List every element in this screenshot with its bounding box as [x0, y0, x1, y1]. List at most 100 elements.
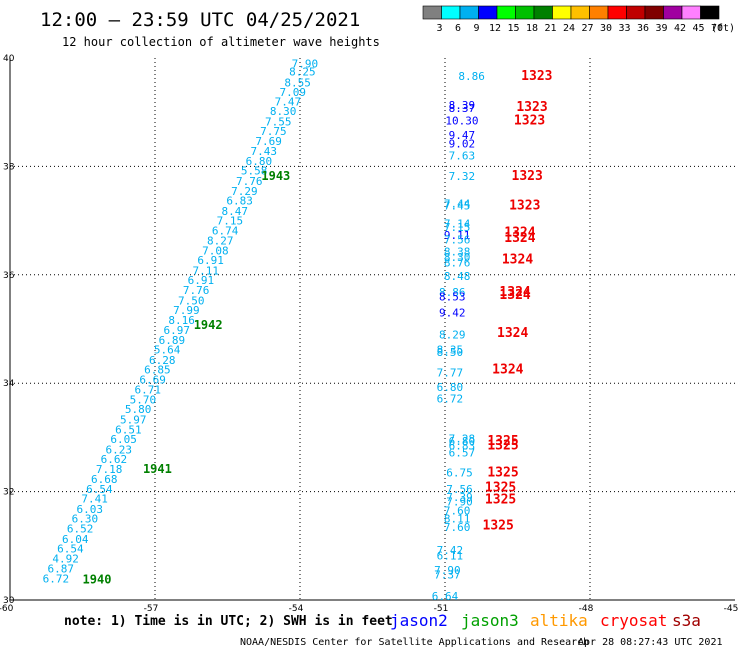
x-tick-label: -51: [434, 604, 449, 614]
swh-value: 6.68: [91, 473, 118, 486]
pass-time-label: 1324: [502, 253, 533, 268]
data-marks: 7.908.258.557.097.478.307.557.757.697.43…: [43, 57, 553, 603]
legend-swatch-70: [700, 5, 720, 20]
pass-time-label: 1324: [499, 288, 530, 303]
legend-label: 9: [473, 23, 479, 34]
pass-time-label: 1325: [483, 519, 514, 534]
legend-swatch-24: [552, 5, 572, 20]
x-tick-label: -57: [144, 604, 159, 614]
swh-value: 6.80: [246, 155, 273, 168]
swh-value: 8.35: [437, 344, 464, 357]
pass-time-label: 1325: [487, 434, 518, 449]
legend-swatch-21: [533, 5, 553, 20]
swh-value: 8.53: [439, 290, 466, 303]
x-tick-label: -45: [724, 604, 739, 614]
swh-value: 7.47: [275, 95, 302, 108]
x-tick-label: -54: [289, 604, 304, 614]
swh-value: 6.11: [437, 550, 464, 563]
pass-time-label: 1943: [261, 169, 290, 183]
y-tick-label: 38: [3, 162, 15, 172]
pass-time-label: 1323: [514, 113, 545, 128]
legend-label: 15: [507, 23, 519, 34]
swh-value: 6.83: [226, 195, 253, 208]
grid: [10, 58, 735, 600]
swh-value: 6.51: [115, 423, 142, 436]
swh-value: 6.05: [110, 433, 137, 446]
swh-value: 9.02: [449, 138, 476, 151]
satellite-cryosat: cryosat: [600, 611, 667, 630]
legend-swatch-45: [681, 5, 701, 20]
pass-time-label: 1325: [485, 493, 516, 508]
legend-label: 21: [544, 23, 556, 34]
pass-time-label: 1325: [487, 439, 518, 454]
swh-value: 5.58: [241, 165, 268, 178]
chart-title: 12:00 – 23:59 UTC 04/25/2021: [40, 9, 360, 31]
y-tick-label: 34: [3, 379, 15, 389]
swh-value: 7.55: [265, 115, 292, 128]
legend-label: 3: [436, 23, 442, 34]
pass-time-label: 1324: [504, 231, 535, 246]
legend-swatch-36: [626, 5, 646, 20]
swh-value: 8.29: [439, 328, 466, 341]
swh-value: 6.64: [432, 590, 459, 603]
pass-time-label: 1942: [194, 318, 223, 332]
swh-value: 6.74: [212, 224, 239, 237]
swh-value: 7.45: [444, 199, 471, 212]
swh-value: 6.62: [101, 453, 128, 466]
swh-value: 7.76: [183, 284, 210, 297]
swh-value: 7.76: [236, 175, 263, 188]
swh-value: 8.47: [222, 205, 249, 218]
pass-time-label: 1324: [497, 326, 528, 341]
satellite-jason3: jason3: [461, 611, 519, 630]
x-tick-label: -60: [0, 604, 14, 614]
swh-value: 7.99: [173, 304, 200, 317]
swh-value: 7.08: [202, 244, 229, 257]
pass-time-label: 1323: [509, 198, 540, 213]
swh-value: 6.85: [144, 364, 171, 377]
swh-value: 6.57: [449, 447, 476, 460]
satellite-altika: altika: [530, 611, 588, 630]
swh-value: 6.04: [62, 533, 89, 546]
pass-time-label: 1940: [83, 572, 112, 586]
swh-value: 5.70: [130, 393, 157, 406]
legend-unit: (ft): [711, 23, 735, 34]
swh-value: 7.90: [446, 495, 473, 508]
legend-swatch-42: [663, 5, 683, 20]
swh-value: 6.72: [43, 572, 70, 585]
swh-value: 7.50: [178, 294, 205, 307]
swh-value: 9.42: [439, 307, 466, 320]
swh-value: 8.30: [444, 251, 471, 264]
swh-value: 7.90: [434, 564, 461, 577]
pass-time-label: 1324: [504, 226, 535, 241]
legend-swatch-30: [589, 5, 609, 20]
y-tick-label: 32: [3, 488, 14, 498]
swh-value: 6.54: [86, 483, 113, 496]
legend-swatch-3: [422, 5, 442, 20]
legend-label: 33: [618, 23, 630, 34]
legend-label: 12: [489, 23, 501, 34]
legend-label: 18: [526, 23, 538, 34]
legend-label: 45: [692, 23, 704, 34]
swh-value: 7.15: [217, 215, 244, 228]
swh-value: 8.48: [444, 270, 471, 283]
swh-value: 7.32: [449, 170, 476, 183]
pass-time-label: 1325: [485, 480, 516, 495]
swh-value: 6.69: [139, 373, 166, 386]
legend-label: 27: [581, 23, 593, 34]
swh-value: 7.75: [260, 125, 287, 138]
legend-label: 70: [711, 23, 723, 34]
swh-value: 6.80: [437, 381, 464, 394]
swh-value: 7.41: [81, 493, 108, 506]
swh-value: 6.72: [437, 392, 464, 405]
swh-value: 8.25: [289, 66, 316, 79]
legend-swatch-27: [570, 5, 590, 20]
swh-value: 5.80: [125, 403, 152, 416]
swh-value: 6.83: [449, 440, 476, 453]
units-note: note: 1) Time is in UTC; 2) SWH is in fe…: [64, 614, 393, 629]
swh-value: 7.60: [444, 505, 471, 518]
swh-value: 6.23: [106, 443, 133, 456]
swh-value: 6.03: [77, 503, 104, 516]
swh-value: 6.87: [48, 563, 75, 576]
legend-swatch-6: [441, 5, 461, 20]
